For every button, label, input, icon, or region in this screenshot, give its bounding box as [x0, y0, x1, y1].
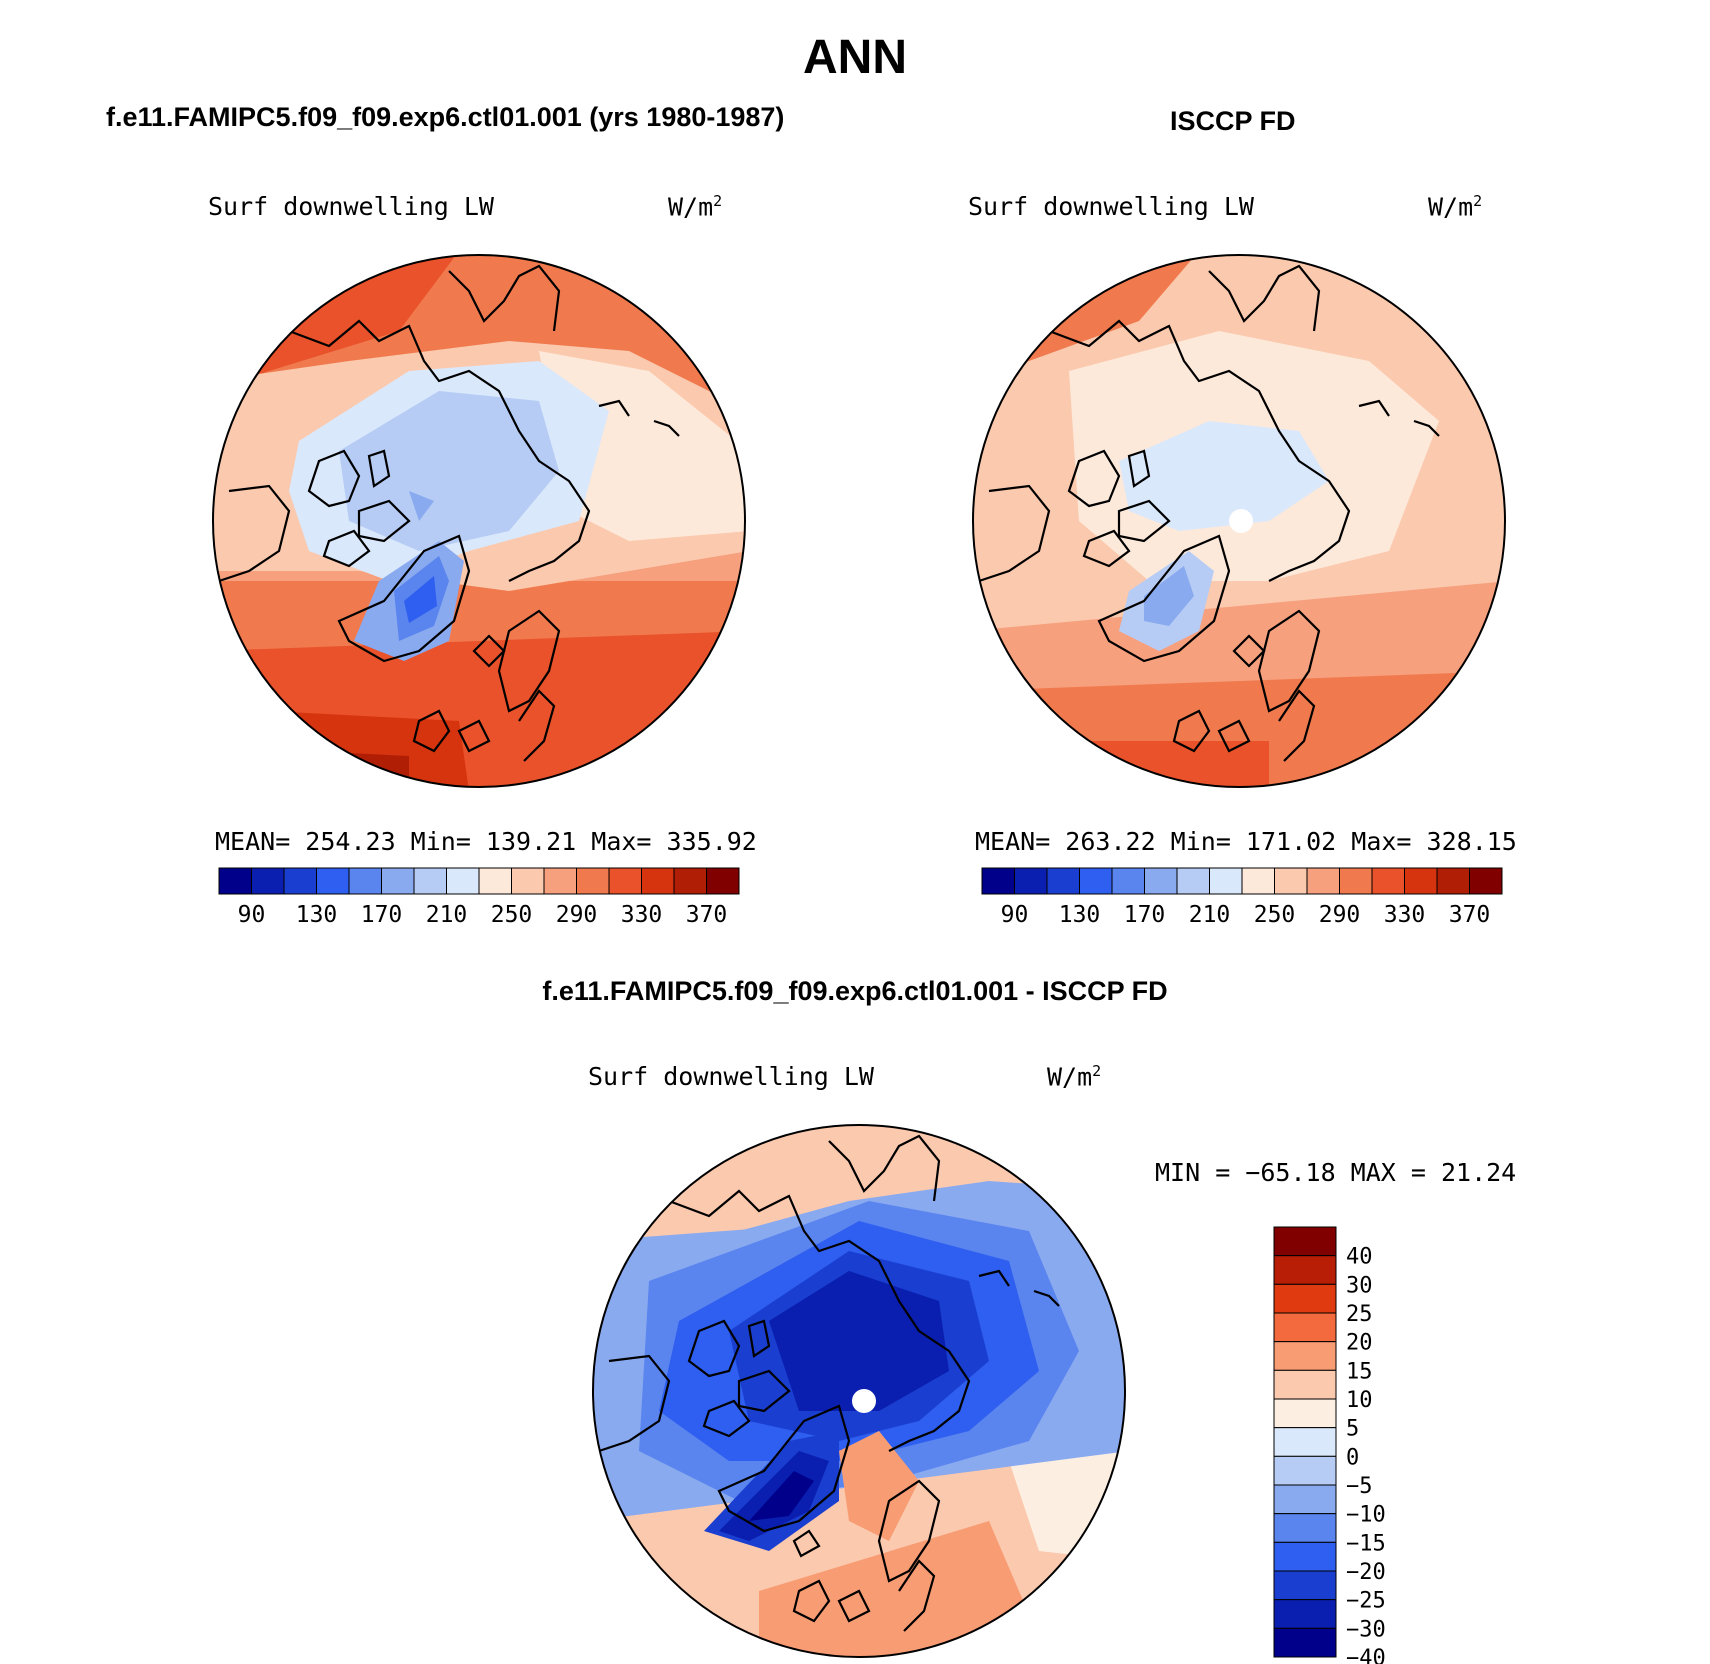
- colorbar-swatch: [981, 867, 1015, 895]
- colorbar-tick-label: 15: [1346, 1359, 1373, 1384]
- colorbar-swatch: [576, 867, 610, 895]
- colorbar-swatch: [1079, 867, 1113, 895]
- polar-map-obs: [972, 254, 1506, 788]
- panel-2-title: ISCCP FD: [1170, 106, 1296, 136]
- colorbar-swatch: [1273, 1599, 1337, 1629]
- colorbar-swatch: [1273, 1255, 1337, 1285]
- colorbar-swatch: [543, 867, 577, 895]
- colorbar-swatch: [1046, 867, 1080, 895]
- colorbar-swatch: [1111, 867, 1145, 895]
- colorbar-swatch: [1274, 867, 1308, 895]
- colorbar-tick-label: 25: [1346, 1302, 1373, 1327]
- panel-3-variable: Surf downwelling LW: [588, 1062, 874, 1091]
- colorbar-swatch: [1014, 867, 1048, 895]
- colorbar-tick-label: 130: [1059, 902, 1101, 928]
- panel-3-title: f.e11.FAMIPC5.f09_f09.exp6.ctl01.001 - I…: [542, 976, 1168, 1006]
- colorbar-swatch: [1273, 1455, 1337, 1486]
- colorbar-obs: 90 130 170 210 250 290 330 370: [981, 867, 1503, 928]
- colorbar-swatch: [478, 867, 512, 895]
- colorbar-swatch: [1273, 1627, 1337, 1658]
- colorbar-swatch: [1273, 1283, 1337, 1314]
- colorbar-tick-label: 210: [426, 902, 468, 928]
- colorbar-swatch: [1209, 867, 1243, 895]
- colorbar-tick-label: 290: [556, 902, 598, 928]
- colorbar-tick-label: −5: [1346, 1474, 1373, 1499]
- colorbar-tick-label: 170: [361, 902, 403, 928]
- colorbar-tick-label: 90: [238, 902, 266, 928]
- colorbar-tick-label: 330: [1384, 902, 1426, 928]
- colorbar-swatch: [446, 867, 480, 895]
- panel-1-title: f.e11.FAMIPC5.f09_f09.exp6.ctl01.001 (yr…: [106, 102, 785, 132]
- colorbar-tick-label: −40: [1346, 1646, 1386, 1664]
- colorbar-swatch: [511, 867, 545, 895]
- colorbar-model: 90 130 170 210 250 290 330 370: [218, 867, 740, 928]
- colorbar-tick-label: 290: [1319, 902, 1361, 928]
- colorbar-swatch: [218, 867, 252, 895]
- colorbar-tick-label: 10: [1346, 1388, 1373, 1413]
- colorbar-tick-label: 250: [1254, 902, 1296, 928]
- colorbar-tick-label: 0: [1346, 1445, 1359, 1470]
- colorbar-swatch: [1273, 1226, 1337, 1257]
- polar-map-difference: [592, 1124, 1126, 1658]
- colorbar-swatch: [1339, 867, 1373, 895]
- colorbar-swatch: [1404, 867, 1438, 895]
- colorbar-tick-label: 210: [1189, 902, 1231, 928]
- colorbar-swatch: [1273, 1570, 1337, 1601]
- colorbar-swatch: [1273, 1541, 1337, 1572]
- colorbar-swatch: [1144, 867, 1178, 895]
- colorbar-swatch: [608, 867, 642, 895]
- colorbar-swatch: [316, 867, 350, 895]
- colorbar-swatch: [706, 867, 740, 895]
- colorbar-tick-label: 330: [621, 902, 663, 928]
- page-title: ANN: [803, 31, 907, 84]
- colorbar-tick-label: 370: [1449, 902, 1491, 928]
- colorbar-swatch: [1371, 867, 1405, 895]
- colorbar-tick-label: −20: [1346, 1560, 1386, 1585]
- panel-1-variable: Surf downwelling LW: [208, 192, 494, 221]
- colorbar-swatch: [641, 867, 675, 895]
- colorbar-tick-label: −15: [1346, 1531, 1386, 1556]
- panel-3-stats: MIN = −65.18 MAX = 21.24: [1155, 1158, 1517, 1187]
- colorbar-difference: 40 30 25 20 15 10 5 0 −5 −10 −15 −20 −25 −30 −40: [1273, 1226, 1386, 1664]
- polar-map-model: [212, 254, 746, 788]
- colorbar-swatch: [673, 867, 707, 895]
- colorbar-tick-label: −10: [1346, 1503, 1386, 1528]
- colorbar-swatch: [1273, 1369, 1337, 1400]
- colorbar-tick-label: 170: [1124, 902, 1166, 928]
- panel-1-stats: MEAN= 254.23 Min= 139.21 Max= 335.92: [215, 827, 757, 856]
- colorbar-swatch: [1273, 1513, 1337, 1543]
- colorbar-swatch: [1469, 867, 1503, 895]
- colorbar-tick-label: −25: [1346, 1589, 1386, 1614]
- colorbar-swatch: [1273, 1341, 1337, 1371]
- colorbar-tick-label: 5: [1346, 1417, 1359, 1442]
- colorbar-tick-label: −30: [1346, 1617, 1386, 1642]
- panel-3-units: W/m2: [1047, 1062, 1102, 1092]
- colorbar-swatch: [251, 867, 285, 895]
- colorbar-swatch: [1176, 867, 1210, 895]
- panel-2-units: W/m2: [1428, 192, 1483, 222]
- panel-1-units: W/m2: [668, 192, 723, 222]
- colorbar-tick-label: 370: [686, 902, 728, 928]
- colorbar-swatch: [348, 867, 382, 895]
- colorbar-tick-label: 30: [1346, 1273, 1373, 1298]
- colorbar-swatch: [381, 867, 415, 895]
- panel-2-stats: MEAN= 263.22 Min= 171.02 Max= 328.15: [975, 827, 1517, 856]
- colorbar-swatch: [283, 867, 317, 895]
- colorbar-swatch: [1306, 867, 1340, 895]
- colorbar-tick-label: 250: [491, 902, 533, 928]
- colorbar-swatch: [1241, 867, 1275, 895]
- colorbar-swatch: [413, 867, 447, 895]
- colorbar-tick-label: 130: [296, 902, 338, 928]
- colorbar-swatch: [1273, 1484, 1337, 1515]
- colorbar-swatch: [1273, 1427, 1337, 1457]
- colorbar-tick-label: 40: [1346, 1245, 1373, 1270]
- colorbar-swatch: [1273, 1312, 1337, 1343]
- colorbar-tick-label: 90: [1001, 902, 1029, 928]
- panel-2-variable: Surf downwelling LW: [968, 192, 1254, 221]
- colorbar-swatch: [1273, 1398, 1337, 1429]
- colorbar-tick-label: 20: [1346, 1331, 1373, 1356]
- colorbar-swatch: [1436, 867, 1470, 895]
